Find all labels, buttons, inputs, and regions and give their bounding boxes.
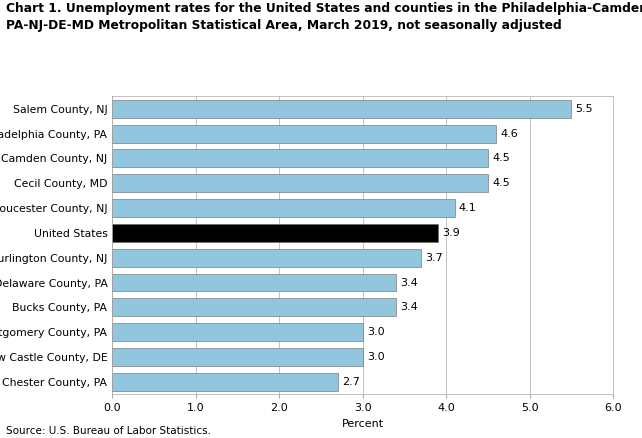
Bar [112, 174, 488, 192]
Text: 5.5: 5.5 [575, 104, 593, 114]
Bar [112, 298, 396, 316]
X-axis label: Percent: Percent [342, 419, 384, 429]
Bar [112, 224, 438, 242]
Bar [112, 373, 338, 391]
Text: Chart 1. Unemployment rates for the United States and counties in the Philadelph: Chart 1. Unemployment rates for the Unit… [6, 2, 642, 32]
Bar [112, 323, 363, 341]
Text: 3.9: 3.9 [442, 228, 460, 238]
Text: 4.5: 4.5 [492, 153, 510, 163]
Bar [112, 199, 455, 217]
Text: 4.6: 4.6 [501, 129, 518, 138]
Bar [112, 125, 496, 142]
Text: 3.7: 3.7 [425, 253, 443, 263]
Text: 4.5: 4.5 [492, 178, 510, 188]
Bar [112, 274, 396, 291]
Bar [112, 100, 571, 118]
Text: 4.1: 4.1 [458, 203, 476, 213]
Text: 3.4: 3.4 [400, 278, 418, 287]
Text: 3.0: 3.0 [367, 352, 385, 362]
Text: 2.7: 2.7 [342, 377, 360, 387]
Text: Source: U.S. Bureau of Labor Statistics.: Source: U.S. Bureau of Labor Statistics. [6, 426, 211, 436]
Bar [112, 249, 421, 267]
Bar [112, 348, 363, 366]
Bar [112, 149, 488, 167]
Text: 3.4: 3.4 [400, 302, 418, 312]
Text: 3.0: 3.0 [367, 327, 385, 337]
